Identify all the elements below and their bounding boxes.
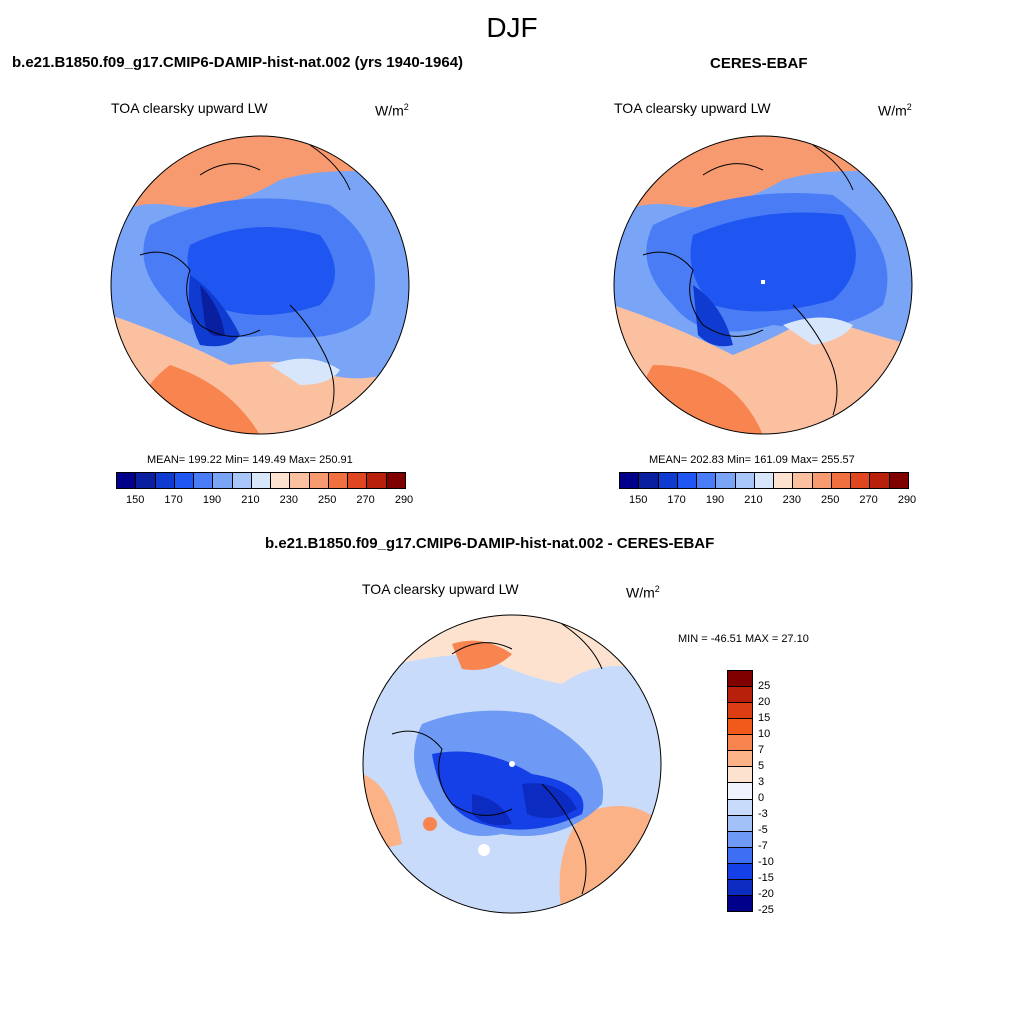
right-units-label: W/m2 bbox=[878, 102, 912, 119]
colorbar-swatch bbox=[117, 473, 137, 488]
colorbar-swatch bbox=[328, 473, 349, 488]
diff-colorbar-labels: 25 20 15 10 7 5 3 0 -3 -5 -7 -10 -15 -20 -25 bbox=[758, 670, 798, 916]
colorbar-tick-label: -15 bbox=[758, 872, 774, 884]
colorbar-swatch bbox=[155, 473, 175, 488]
colorbar-swatch bbox=[271, 473, 291, 488]
colorbar-swatch bbox=[728, 719, 752, 736]
colorbar-tick-label: 290 bbox=[897, 494, 917, 506]
colorbar-swatch bbox=[639, 473, 659, 488]
colorbar-swatch bbox=[728, 831, 752, 848]
colorbar-tick-label: 190 bbox=[705, 494, 725, 506]
colorbar-swatch bbox=[194, 473, 214, 488]
left-panel-title: b.e21.B1850.f09_g17.CMIP6-DAMIP-hist-nat… bbox=[12, 54, 464, 71]
colorbar-swatch bbox=[728, 751, 752, 768]
colorbar-swatch bbox=[728, 783, 752, 800]
colorbar-swatch bbox=[889, 473, 908, 488]
colorbar-tick-label: 7 bbox=[758, 744, 765, 756]
colorbar-swatch bbox=[831, 473, 852, 488]
diff-panel-title: b.e21.B1850.f09_g17.CMIP6-DAMIP-hist-nat… bbox=[265, 535, 715, 552]
colorbar-tick-label: 150 bbox=[126, 494, 145, 506]
colorbar-tick-label: -7 bbox=[758, 840, 768, 852]
colorbar-swatch bbox=[728, 687, 752, 704]
colorbar-swatch bbox=[697, 473, 717, 488]
colorbar-swatch bbox=[728, 703, 752, 720]
right-colorbar bbox=[619, 472, 909, 489]
diff-colorbar bbox=[727, 670, 753, 912]
colorbar-tick-label: 25 bbox=[758, 680, 771, 692]
colorbar-swatch bbox=[774, 473, 794, 488]
colorbar-swatch bbox=[728, 895, 752, 911]
left-polar-map bbox=[110, 135, 410, 435]
colorbar-tick-label: 270 bbox=[859, 494, 878, 506]
colorbar-swatch bbox=[812, 473, 832, 488]
diff-stats: MIN = -46.51 MAX = 27.10 bbox=[678, 633, 809, 645]
colorbar-swatch bbox=[870, 473, 890, 488]
colorbar-swatch bbox=[367, 473, 387, 488]
right-variable-label: TOA clearsky upward LW bbox=[614, 100, 771, 116]
colorbar-tick-label: -25 bbox=[758, 904, 774, 916]
colorbar-swatch bbox=[174, 473, 195, 488]
left-colorbar bbox=[116, 472, 406, 489]
colorbar-swatch bbox=[728, 815, 752, 832]
colorbar-tick-label: 10 bbox=[758, 728, 771, 740]
diff-polar-map bbox=[362, 614, 662, 914]
colorbar-tick-label: 150 bbox=[629, 494, 648, 506]
left-stats: MEAN= 199.22 Min= 149.49 Max= 250.91 bbox=[147, 454, 353, 466]
colorbar-swatch bbox=[754, 473, 775, 488]
colorbar-tick-label: 270 bbox=[356, 494, 375, 506]
diff-variable-label: TOA clearsky upward LW bbox=[362, 581, 519, 597]
colorbar-tick-label: 250 bbox=[318, 494, 337, 506]
colorbar-tick-label: 170 bbox=[667, 494, 686, 506]
colorbar-swatch bbox=[728, 735, 752, 752]
colorbar-tick-label: 190 bbox=[202, 494, 222, 506]
colorbar-swatch bbox=[136, 473, 156, 488]
figure-title: DJF bbox=[486, 12, 538, 43]
colorbar-swatch bbox=[213, 473, 233, 488]
colorbar-swatch bbox=[728, 879, 752, 896]
right-panel-title: CERES-EBAF bbox=[710, 55, 808, 72]
colorbar-tick-label: 3 bbox=[758, 776, 765, 788]
right-polar-map bbox=[613, 135, 913, 435]
left-units-label: W/m2 bbox=[375, 102, 409, 119]
colorbar-tick-label: 0 bbox=[758, 792, 765, 804]
colorbar-tick-label: -20 bbox=[758, 888, 774, 900]
colorbar-swatch bbox=[728, 767, 752, 784]
left-variable-label: TOA clearsky upward LW bbox=[111, 100, 268, 116]
colorbar-tick-label: 20 bbox=[758, 696, 771, 708]
diff-units-label: W/m2 bbox=[626, 584, 660, 601]
colorbar-swatch bbox=[716, 473, 736, 488]
colorbar-tick-label: 290 bbox=[394, 494, 414, 506]
colorbar-tick-label: -5 bbox=[758, 824, 768, 836]
colorbar-swatch bbox=[251, 473, 272, 488]
colorbar-swatch bbox=[309, 473, 329, 488]
colorbar-tick-label: 250 bbox=[821, 494, 840, 506]
colorbar-tick-label: -3 bbox=[758, 808, 768, 820]
colorbar-swatch bbox=[728, 671, 752, 688]
colorbar-swatch bbox=[658, 473, 678, 488]
colorbar-swatch bbox=[735, 473, 755, 488]
colorbar-tick-label: 230 bbox=[782, 494, 801, 506]
colorbar-tick-label: -10 bbox=[758, 856, 774, 868]
colorbar-swatch bbox=[290, 473, 310, 488]
colorbar-tick-label: 15 bbox=[758, 712, 771, 724]
colorbar-swatch bbox=[728, 799, 752, 816]
colorbar-swatch bbox=[348, 473, 368, 488]
colorbar-swatch bbox=[728, 863, 752, 880]
colorbar-swatch bbox=[677, 473, 698, 488]
colorbar-swatch bbox=[728, 847, 752, 864]
colorbar-swatch bbox=[851, 473, 871, 488]
colorbar-swatch bbox=[232, 473, 252, 488]
colorbar-tick-label: 210 bbox=[241, 494, 260, 506]
colorbar-swatch bbox=[386, 473, 405, 488]
colorbar-swatch bbox=[793, 473, 813, 488]
right-stats: MEAN= 202.83 Min= 161.09 Max= 255.57 bbox=[649, 454, 855, 466]
colorbar-tick-label: 210 bbox=[744, 494, 763, 506]
colorbar-tick-label: 170 bbox=[164, 494, 183, 506]
colorbar-tick-label: 5 bbox=[758, 760, 765, 772]
colorbar-swatch bbox=[620, 473, 640, 488]
colorbar-tick-label: 230 bbox=[279, 494, 298, 506]
